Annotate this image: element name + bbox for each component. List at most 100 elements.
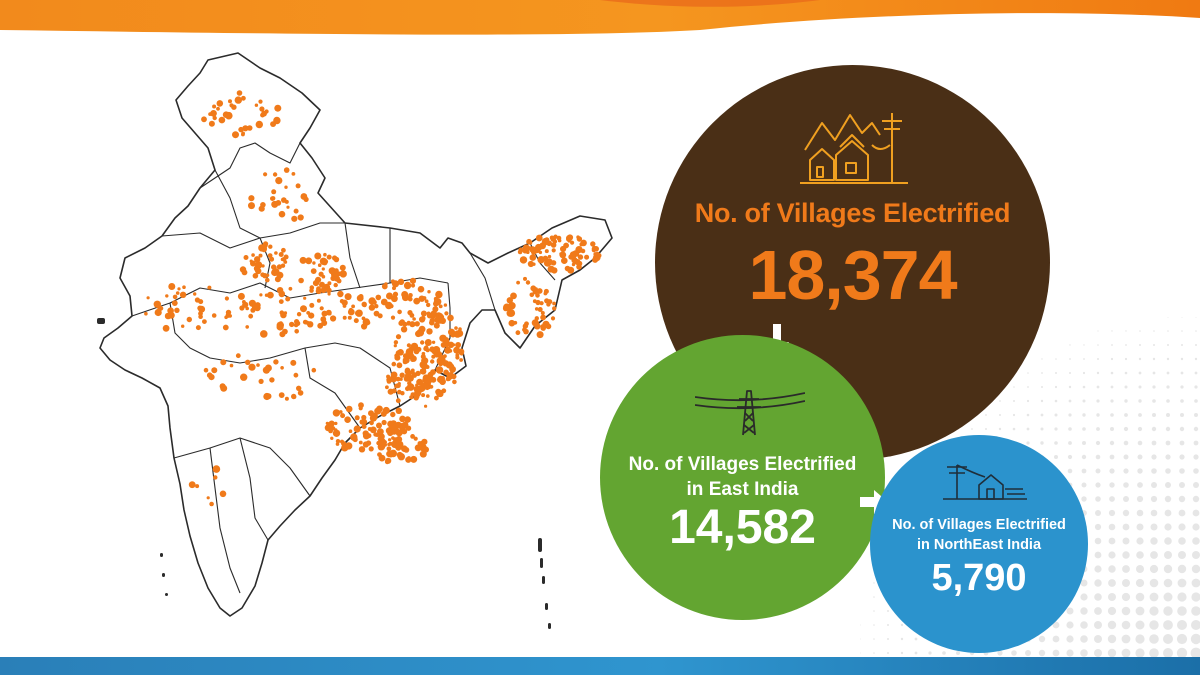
- village-dot: [426, 302, 431, 308]
- village-dot: [273, 116, 281, 125]
- halftone-dot: [1081, 496, 1087, 502]
- village-dot: [561, 257, 568, 264]
- halftone-dot: [1177, 578, 1187, 588]
- village-dot: [423, 346, 428, 352]
- village-dot: [392, 440, 397, 445]
- village-dot: [340, 413, 346, 419]
- village-dot: [424, 404, 428, 408]
- halftone-dot: [1097, 330, 1099, 332]
- village-dot: [248, 313, 254, 319]
- village-dot: [392, 291, 399, 297]
- village-dot: [356, 294, 364, 302]
- village-dot: [224, 296, 229, 301]
- halftone-dot: [1108, 551, 1116, 559]
- halftone-dot: [1080, 579, 1088, 587]
- halftone-dot: [1139, 344, 1141, 346]
- village-dot: [322, 258, 329, 265]
- village-dot: [362, 430, 369, 437]
- halftone-dot: [914, 637, 918, 641]
- village-dot: [218, 116, 226, 124]
- village-dot: [285, 296, 291, 302]
- village-dot: [413, 395, 419, 401]
- village-dot: [375, 433, 379, 437]
- village-dot: [550, 260, 557, 266]
- halftone-dot: [1152, 413, 1156, 417]
- village-dot: [332, 429, 341, 437]
- halftone-dot: [1151, 468, 1157, 474]
- halftone-dot: [1094, 635, 1102, 643]
- village-dot: [391, 361, 397, 367]
- halftone-dot: [1137, 454, 1143, 460]
- halftone-dot: [1080, 635, 1088, 643]
- village-dot: [534, 307, 539, 311]
- village-dot: [434, 316, 442, 324]
- halftone-dot: [1068, 413, 1072, 417]
- village-dot: [339, 270, 347, 278]
- halftone-dot: [1054, 441, 1058, 445]
- village-dot: [426, 394, 430, 398]
- village-dot: [442, 360, 449, 367]
- village-dot: [392, 286, 396, 291]
- northeast-label-line1: No. of Villages Electrified: [892, 517, 1066, 533]
- village-dot: [536, 288, 543, 294]
- village-dot: [197, 305, 203, 311]
- village-dot: [265, 273, 270, 277]
- halftone-dot: [1038, 635, 1046, 643]
- northeast-label-line2: in NorthEast India: [916, 537, 1042, 553]
- village-dots: [144, 90, 602, 507]
- village-dot: [295, 183, 301, 189]
- islands: [97, 318, 551, 629]
- village-dot: [286, 205, 290, 209]
- village-dot: [381, 283, 388, 290]
- halftone-dot: [1193, 468, 1199, 474]
- halftone-dot: [1095, 482, 1101, 488]
- village-dot: [402, 359, 408, 365]
- halftone-dot: [1138, 385, 1142, 389]
- village-dot: [198, 299, 204, 305]
- village-dot: [447, 341, 455, 348]
- village-dot: [220, 384, 228, 392]
- village-dot: [409, 321, 416, 328]
- village-dot: [525, 280, 531, 285]
- halftone-dot: [1054, 427, 1058, 431]
- village-dot: [284, 199, 289, 204]
- village-dot: [519, 256, 528, 264]
- village-dot: [416, 328, 425, 337]
- halftone-dot: [1194, 357, 1198, 361]
- halftone-dot: [873, 624, 875, 626]
- halftone-dot: [1136, 509, 1144, 517]
- village-dot: [330, 436, 334, 440]
- village-dot: [241, 269, 248, 276]
- halftone-dot: [1180, 413, 1184, 417]
- halftone-dot: [997, 650, 1003, 656]
- village-dot: [280, 263, 286, 268]
- village-dot: [413, 436, 418, 441]
- halftone-dot: [1082, 427, 1086, 431]
- halftone-dot: [1137, 426, 1143, 432]
- village-dot: [368, 446, 374, 452]
- village-dot: [398, 430, 403, 435]
- halftone-dot: [1177, 606, 1187, 616]
- village-dot: [431, 354, 436, 359]
- village-dot: [212, 115, 217, 121]
- village-dot: [293, 208, 299, 214]
- village-dot: [566, 234, 574, 241]
- halftone-dot: [1026, 427, 1030, 431]
- village-dot: [541, 326, 546, 331]
- halftone-dot: [1068, 427, 1072, 431]
- village-dot: [542, 255, 549, 262]
- village-dot: [593, 246, 597, 251]
- village-dot: [336, 278, 342, 284]
- halftone-dot: [1135, 592, 1145, 602]
- village-dot: [321, 274, 326, 279]
- village-dot: [195, 325, 201, 331]
- halftone-dot: [873, 596, 875, 598]
- village-dot: [167, 307, 174, 315]
- village-dot: [222, 324, 229, 331]
- village-dot: [510, 292, 517, 300]
- village-dot: [395, 398, 401, 404]
- village-dot: [294, 329, 299, 334]
- village-dot: [427, 290, 431, 294]
- india-map: [97, 52, 613, 629]
- halftone-dot: [1066, 621, 1074, 629]
